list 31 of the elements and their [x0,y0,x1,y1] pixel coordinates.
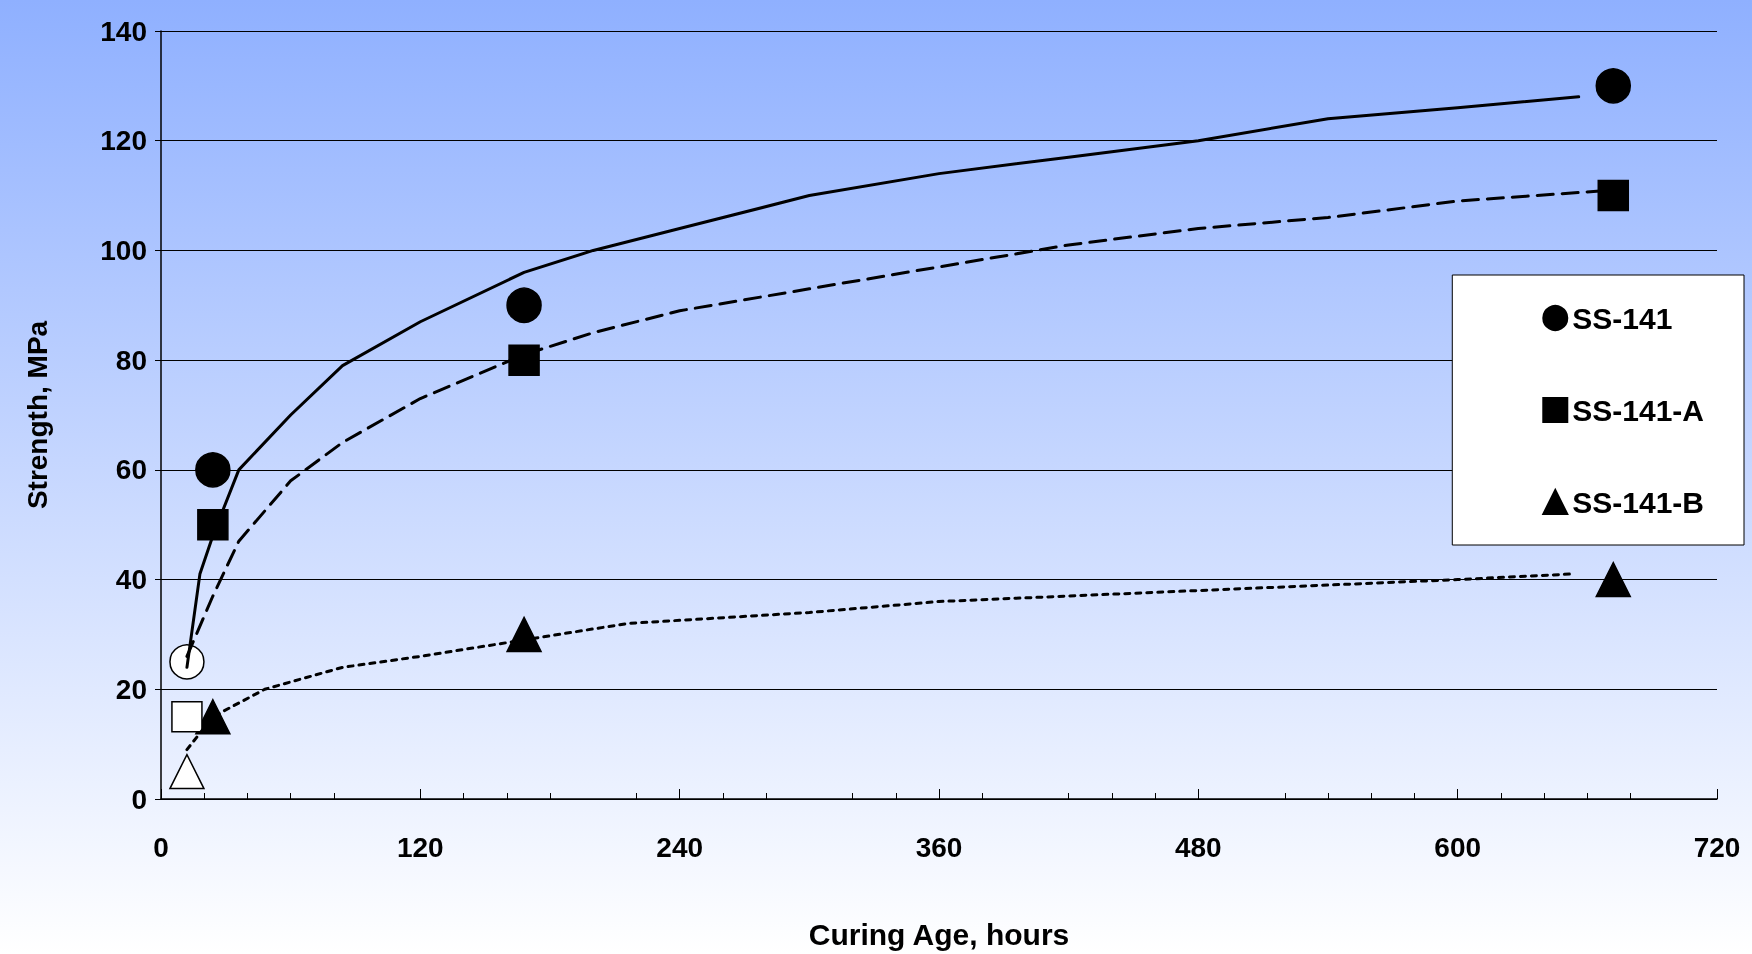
point [195,452,231,488]
point [506,616,542,653]
point [171,700,203,733]
point [197,508,229,541]
point [508,344,540,376]
point [1595,68,1632,104]
legend-label: SS-141 [1572,301,1673,335]
x-tick-label: 360 [915,831,963,863]
y-tick-label: 80 [115,344,147,376]
x-tick-label: 600 [1434,831,1482,863]
y-tick-label: 140 [100,15,147,47]
point [1595,561,1632,598]
x-tick-label: 0 [153,831,169,863]
point [169,753,205,790]
y-tick-label: 60 [115,454,147,486]
y-axis-title: Strength, MPa [21,320,53,510]
legend-label: SS-141-B [1572,485,1704,519]
x-axis-title: Curing Age, hours [808,917,1070,951]
x-tick-label: 480 [1174,831,1222,863]
point [1597,179,1630,212]
x-tick-label: 720 [1693,831,1741,863]
legend-label: SS-141-A [1572,393,1704,427]
y-tick-label: 20 [115,673,147,705]
point [169,644,205,680]
y-tick-label: 0 [131,783,147,815]
x-tick-label: 240 [656,831,704,863]
y-tick-label: 120 [100,125,147,157]
y-tick-label: 40 [115,564,147,596]
point [506,287,542,324]
x-tick-label: 120 [396,831,444,863]
y-tick-label: 100 [100,234,147,266]
